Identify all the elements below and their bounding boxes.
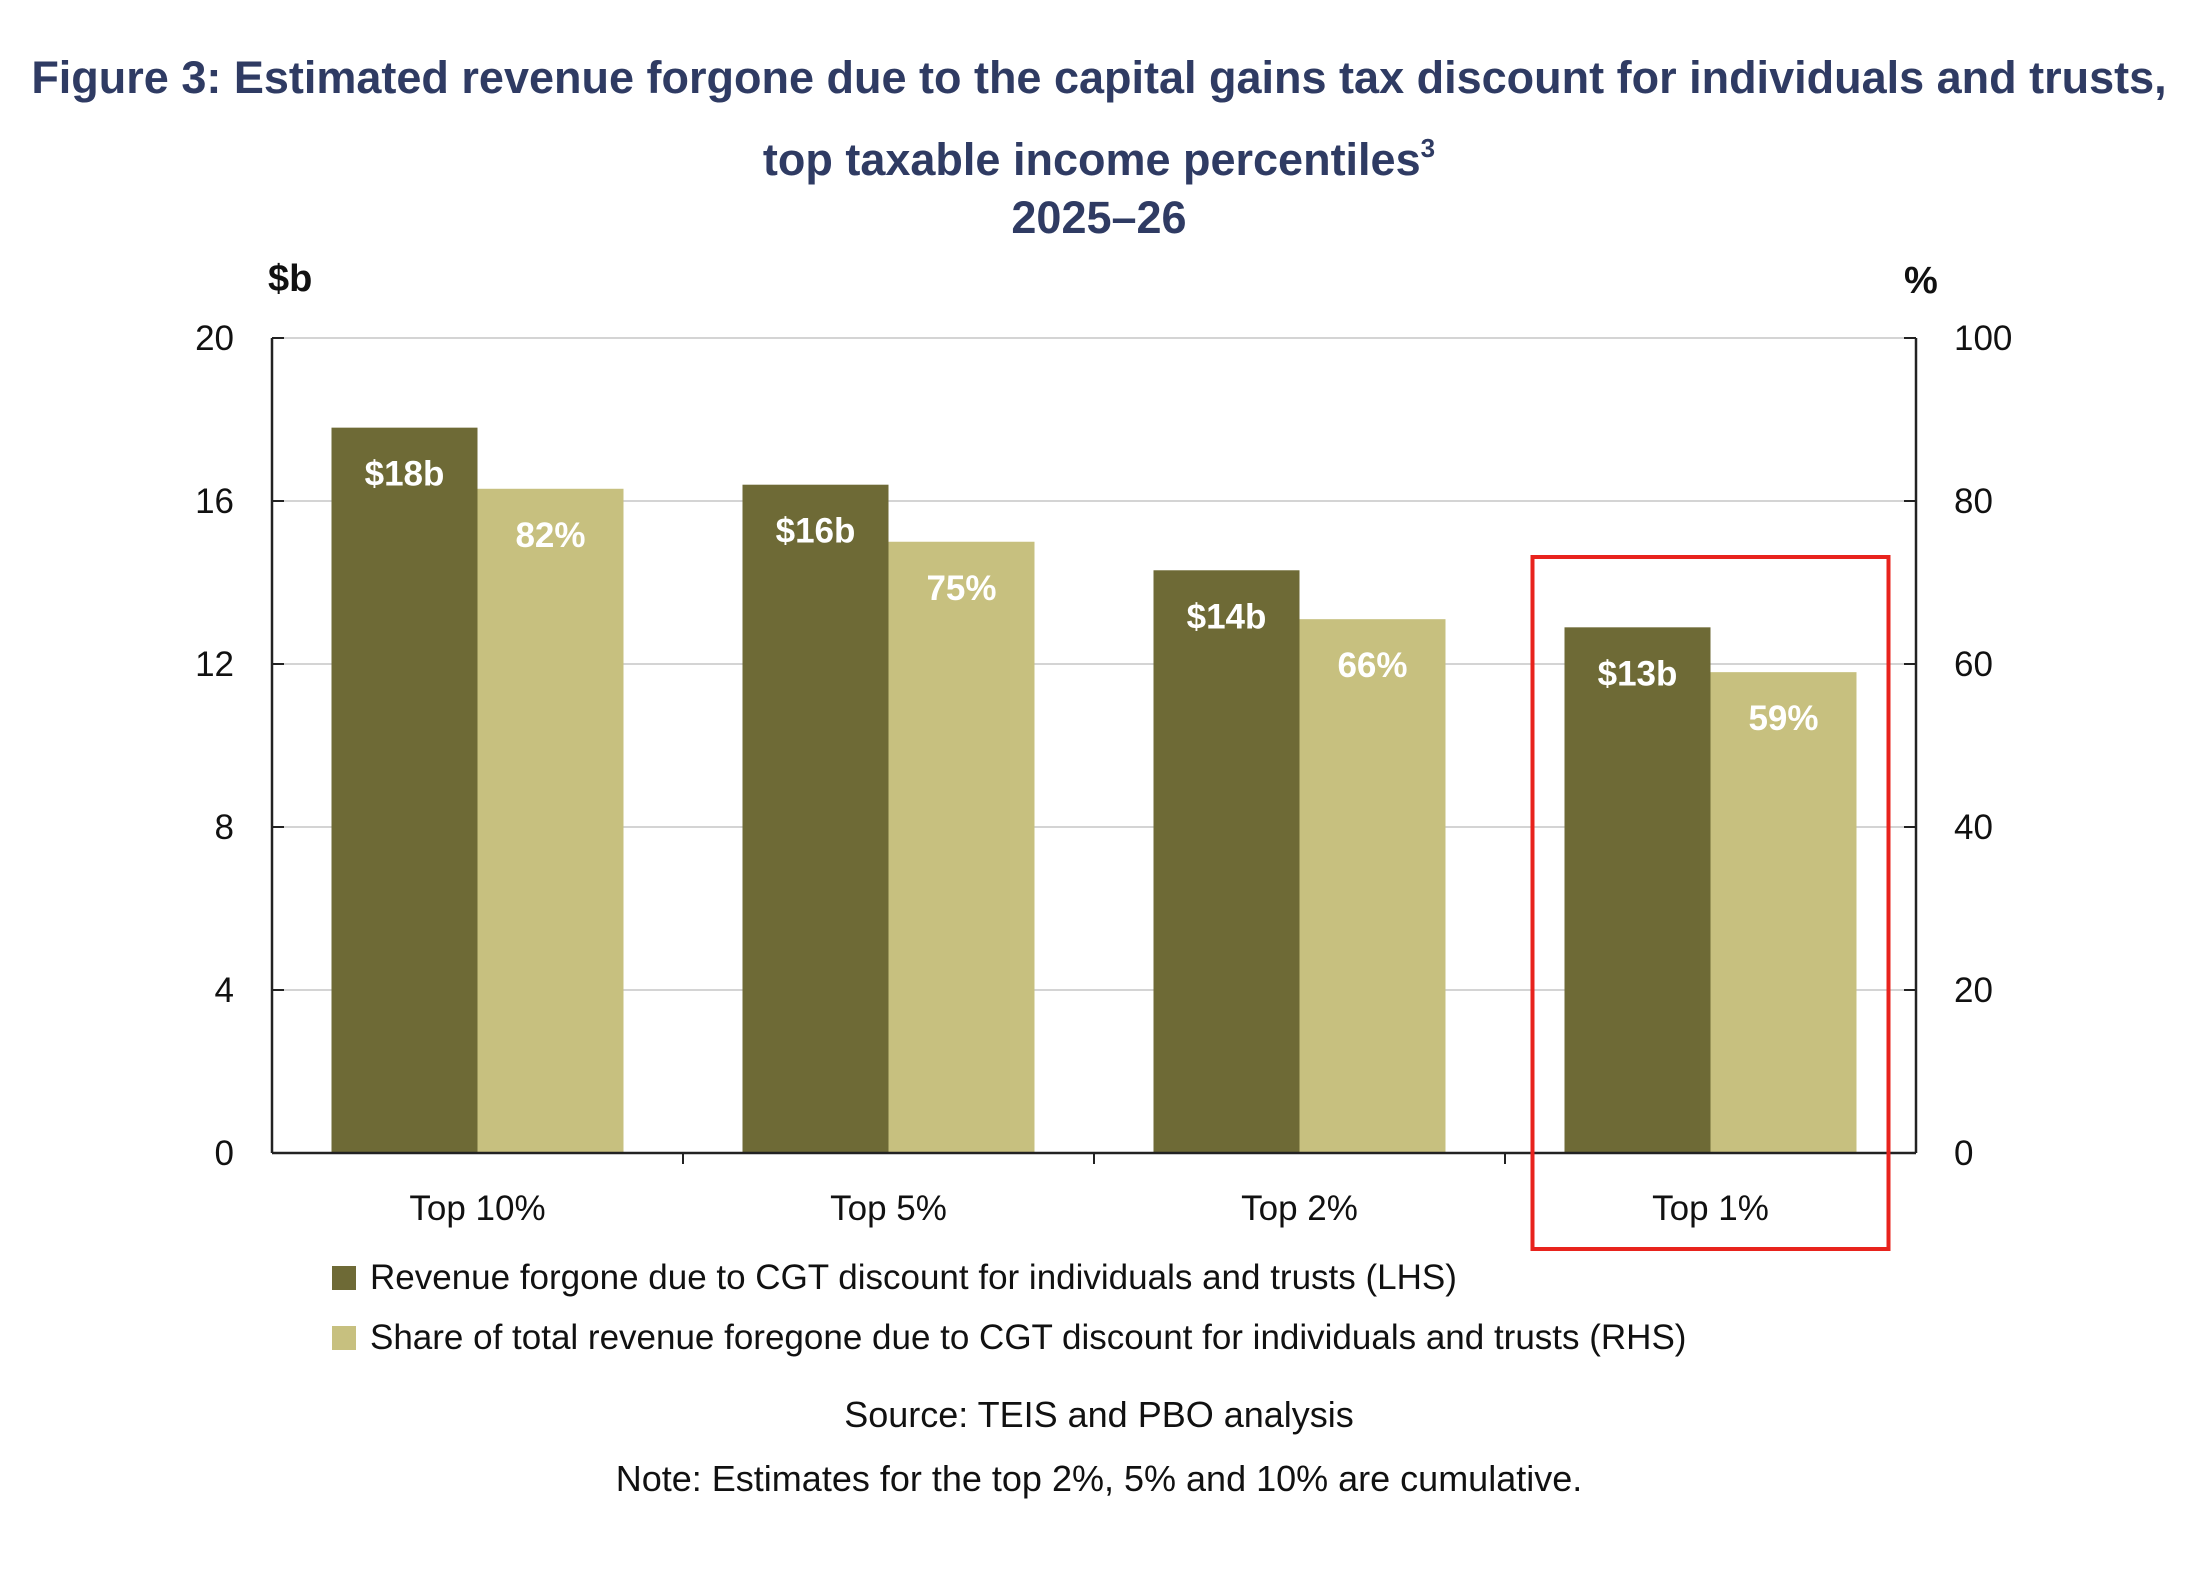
data-label-revenue: $18b	[365, 455, 445, 494]
right-tick-label: 60	[1954, 645, 1993, 684]
bar-share-of-total	[477, 488, 624, 1153]
chart-title-line3: 2025–26	[1011, 192, 1187, 243]
left-tick-label: 8	[215, 808, 234, 847]
data-label-share: 66%	[1337, 646, 1407, 685]
x-tick-label: Top 1%	[1652, 1189, 1769, 1228]
legend-item-rhs: Share of total revenue foregone due to C…	[332, 1318, 1686, 1358]
right-axis-unit: %	[1904, 260, 1938, 302]
bar-share-of-total	[1710, 672, 1857, 1153]
legend-label-lhs: Revenue forgone due to CGT discount for …	[370, 1258, 1457, 1297]
x-tick-label: Top 2%	[1241, 1189, 1358, 1228]
chart-title-line2-text: top taxable income percentiles	[762, 134, 1421, 185]
chart-title-footnote-ref: 3	[1420, 133, 1436, 163]
data-label-share: 59%	[1748, 699, 1818, 738]
chart-title-line1: Figure 3: Estimated revenue forgone due …	[31, 52, 2167, 103]
right-tick-label: 40	[1954, 808, 1993, 847]
bar-share-of-total	[1299, 619, 1446, 1153]
left-tick-label: 0	[215, 1134, 234, 1173]
bar-share-of-total	[888, 541, 1035, 1153]
legend-item-lhs: Revenue forgone due to CGT discount for …	[332, 1258, 1457, 1298]
data-label-share: 75%	[926, 569, 996, 608]
legend-swatch-lhs	[332, 1266, 356, 1290]
right-tick-label: 100	[1954, 319, 2012, 358]
bar-revenue-forgone	[331, 427, 478, 1153]
left-axis-unit: $b	[268, 258, 313, 300]
x-tick-label: Top 10%	[409, 1189, 545, 1228]
x-tick-label: Top 5%	[830, 1189, 947, 1228]
left-tick-label: 16	[195, 482, 234, 521]
legend-label-rhs: Share of total revenue foregone due to C…	[370, 1318, 1687, 1357]
legend-swatch-rhs	[332, 1326, 356, 1350]
cumulative-note: Note: Estimates for the top 2%, 5% and 1…	[615, 1458, 1583, 1499]
data-label-revenue: $14b	[1187, 597, 1267, 636]
right-tick-label: 0	[1954, 1134, 1973, 1173]
data-label-revenue: $16b	[776, 512, 856, 551]
left-tick-label: 4	[215, 971, 234, 1010]
right-tick-label: 20	[1954, 971, 1993, 1010]
source-note: Source: TEIS and PBO analysis	[844, 1394, 1354, 1435]
bar-chart: $18b 82% Top 10% $16b 75% Top 5% $14b 66% Top 2%…	[195, 319, 2012, 1251]
left-tick-label: 12	[195, 645, 234, 684]
bar-revenue-forgone	[742, 484, 889, 1153]
data-label-share: 82%	[515, 516, 585, 555]
highlight-box-top-1	[1530, 555, 1891, 1251]
bar-revenue-forgone	[1153, 570, 1300, 1153]
left-tick-label: 20	[195, 319, 234, 358]
bar-revenue-forgone	[1564, 627, 1711, 1153]
chart-title-line2: top taxable income percentiles3	[0, 118, 2198, 190]
data-label-revenue: $13b	[1598, 654, 1678, 693]
right-tick-label: 80	[1954, 482, 1993, 521]
